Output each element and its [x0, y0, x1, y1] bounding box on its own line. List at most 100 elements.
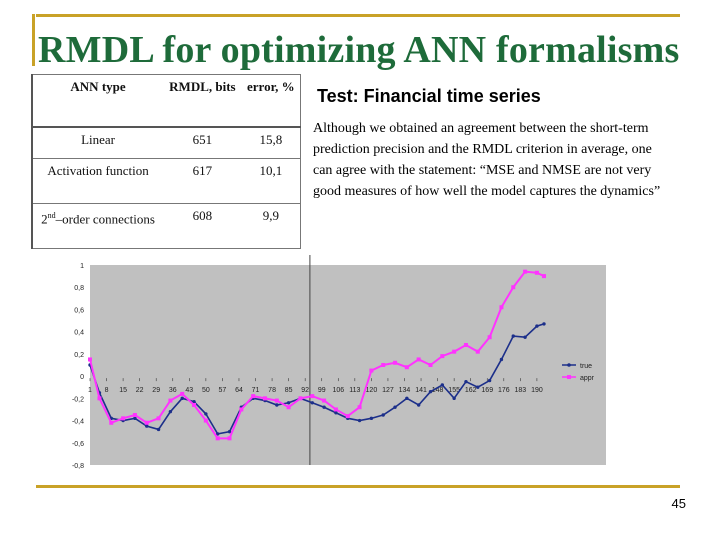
true-point [180, 396, 184, 401]
appr-point [286, 405, 291, 410]
data-series [88, 269, 546, 441]
y-tick-label: 0,4 [74, 330, 84, 337]
bottom-accent-line [36, 485, 680, 488]
appr-point [523, 269, 528, 274]
appr-point [345, 414, 350, 419]
appr-point [239, 407, 244, 412]
appr-point [428, 363, 433, 367]
y-tick-label: -0,6 [72, 441, 84, 448]
x-tick-label: 155 [448, 387, 460, 394]
cell-error: 9,9 [241, 203, 301, 249]
x-tick-label: 148 [432, 387, 444, 394]
appr-point [274, 398, 279, 403]
x-tick-label: 120 [366, 387, 378, 394]
legend-label-appr: appr [580, 375, 595, 382]
x-tick-label: 22 [136, 387, 144, 394]
appr-point [310, 394, 315, 399]
x-tick-label: 50 [202, 387, 210, 394]
x-tick-label: 57 [219, 387, 227, 394]
x-tick-label: 190 [531, 387, 543, 394]
x-tick-label: 8 [105, 387, 109, 394]
table-row: Linear 651 15,8 [30, 127, 301, 159]
true-point [133, 416, 137, 421]
x-axis-ticks: 1 8 15 22 29 36 43 50 57 64 71 78 85 92 99 106 113 120 127… [88, 378, 543, 394]
appr-point [357, 405, 362, 410]
header-error: error, % [241, 74, 301, 128]
appr-point [322, 398, 327, 403]
legend-marker-true [567, 363, 571, 367]
appr-point [227, 436, 232, 441]
true-point [322, 405, 326, 409]
appr-point [381, 363, 386, 367]
chart-subtitle: Test: Financial time series [317, 86, 541, 106]
true-point [227, 429, 232, 434]
y-tick-label: 0 [80, 374, 84, 381]
appr-point [452, 349, 457, 354]
slide-title: RMDL for optimizing ANN formalisms [38, 29, 680, 71]
appr-point [168, 398, 173, 403]
ann-type-order: 2 [41, 211, 48, 227]
financial-time-series-chart: 1 0,8 0,6 0,4 0,2 0 -0,2 -0,4 -0,6 -0,8 1 8 15 22 29 3… [72, 255, 606, 470]
quote-text: Although we obtained an agreement betwee… [313, 121, 661, 199]
cell-rmdl: 617 [163, 158, 242, 204]
y-tick-label: -0,4 [72, 419, 84, 426]
true-point [464, 379, 468, 384]
legend-marker-appr [567, 375, 571, 379]
left-accent-line [32, 14, 35, 66]
true-point [511, 334, 515, 338]
ann-type-rest: –order connections [55, 211, 155, 227]
table-row: Activation function 617 10,1 [30, 158, 301, 204]
x-tick-label: 15 [119, 387, 127, 394]
true-point [452, 396, 456, 401]
true-point [156, 427, 161, 432]
appr-point [416, 357, 421, 362]
appr-point [475, 349, 480, 354]
true-point [499, 357, 504, 362]
appr-point [463, 343, 468, 347]
ann-type-ordinal: nd [47, 211, 56, 220]
y-tick-label: 0,8 [74, 285, 84, 292]
legend-label-true: true [580, 363, 592, 370]
x-tick-label: 106 [332, 387, 344, 394]
true-series-line [89, 323, 545, 435]
y-axis-ticks: 1 0,8 0,6 0,4 0,2 0 -0,2 -0,4 -0,6 -0,8 [72, 263, 84, 470]
x-tick-label: 36 [169, 387, 177, 394]
true-point [523, 335, 527, 339]
appr-point [404, 365, 409, 370]
appr-point [121, 416, 126, 421]
x-tick-label: 176 [498, 387, 510, 394]
x-tick-label: 141 [415, 387, 427, 394]
cell-error: 10,1 [241, 158, 301, 204]
appr-point [542, 274, 546, 279]
table-header-row: ANN type RMDL, bits error, % [30, 74, 301, 128]
appr-point [97, 396, 102, 401]
x-tick-label: 71 [252, 387, 260, 394]
chart-legend: true appr [562, 363, 595, 382]
x-tick-label: 134 [399, 387, 411, 394]
x-tick-label: 169 [481, 387, 493, 394]
true-point [381, 413, 385, 417]
x-tick-label: 64 [235, 387, 243, 394]
appr-series-line [89, 270, 545, 440]
true-point [542, 322, 546, 326]
true-point [476, 385, 480, 389]
cell-ann-type: 2nd–order connections [30, 203, 164, 249]
cell-rmdl: 651 [163, 127, 242, 159]
true-point [416, 403, 421, 407]
appr-point [499, 305, 504, 310]
appr-point [192, 403, 197, 407]
true-point [286, 401, 291, 405]
x-tick-label: 183 [515, 387, 527, 394]
x-tick-label: 99 [318, 387, 326, 394]
true-point [393, 405, 397, 409]
table-row: 2nd–order connections 608 9,9 [30, 203, 301, 249]
appr-point [333, 407, 338, 412]
cell-error: 15,8 [241, 127, 301, 159]
y-tick-label: 1 [80, 263, 84, 270]
true-point [275, 403, 279, 407]
x-tick-label: 78 [268, 387, 276, 394]
true-point [204, 412, 208, 416]
appr-point [215, 436, 220, 441]
x-tick-label: 113 [349, 387, 360, 394]
appr-point [251, 394, 256, 399]
